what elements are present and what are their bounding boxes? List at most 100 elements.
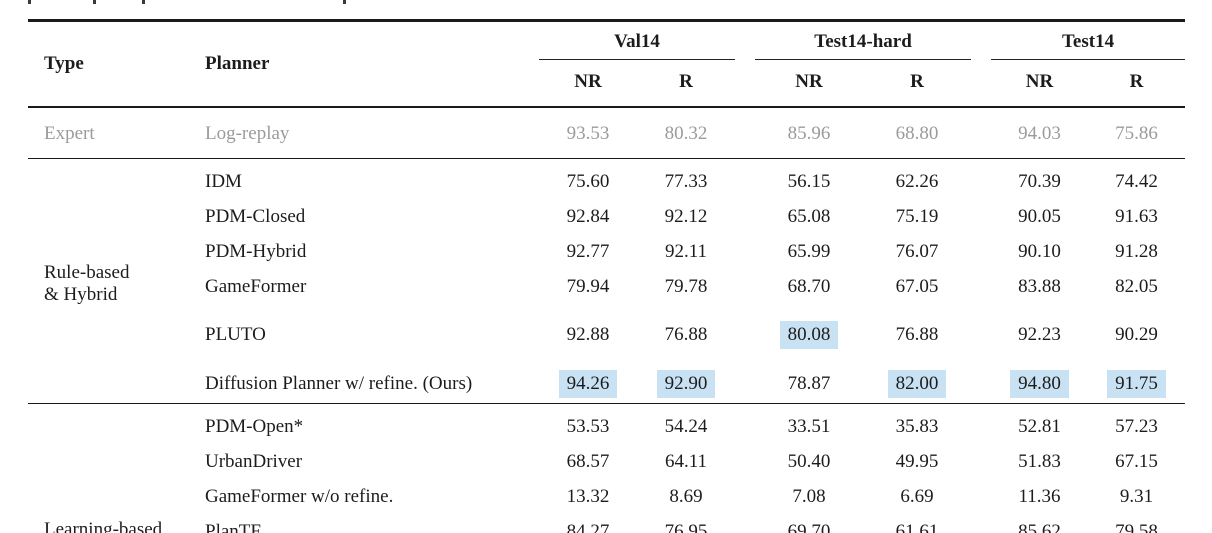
- col-group-test14-hard: Test14-hard: [755, 20, 972, 60]
- column-gap: [971, 479, 991, 514]
- metric-cell: 92.11: [637, 235, 735, 270]
- subcolumn-header-row: NR R NR R NR R: [28, 60, 1185, 108]
- metric-cell: 35.83: [863, 403, 971, 444]
- metric-value: 92.84: [566, 206, 610, 227]
- row-planner-label: IDM: [205, 171, 242, 192]
- metric-value-highlighted: 91.75: [1107, 369, 1166, 398]
- metric-cell: 57.23: [1088, 403, 1185, 444]
- metric-value: 8.69: [669, 485, 703, 507]
- metric-value: 75.86: [1115, 123, 1158, 144]
- column-gap: [735, 21, 755, 108]
- metric-value: 76.07: [895, 241, 939, 262]
- metric-cell: 50.40: [755, 444, 863, 479]
- row-planner-label: GameFormer: [205, 276, 307, 297]
- column-gap: [735, 107, 755, 159]
- column-gap: [735, 444, 755, 479]
- row-planner-label: PDM-Closed: [205, 206, 306, 227]
- metric-cell: 93.53: [539, 107, 637, 159]
- column-gap: [971, 159, 991, 200]
- table-row: PLUTO 92.88 76.88 80.08 76.88 92.23 90.29: [28, 305, 1185, 354]
- table-row: Learning-based PDM-Open* 53.53 54.24 33.51 35…: [28, 403, 1185, 533]
- metric-cell: 53.53: [539, 403, 637, 444]
- metric-cell: 92.77: [539, 235, 637, 270]
- metric-value: 76.95: [664, 520, 708, 533]
- metric-cell: 94.26: [539, 354, 637, 404]
- subcol-test14-r: R: [1129, 71, 1144, 92]
- metric-value: 7.08: [792, 485, 826, 507]
- metric-value: 33.51: [787, 415, 831, 437]
- table-row-expert: Expert Log-replay 93.53 80.32 85.96 68.8…: [28, 107, 1185, 159]
- metric-cell: 92.23: [991, 305, 1088, 354]
- metric-cell: 79.58: [1088, 514, 1185, 533]
- metric-cell: 79.94: [539, 270, 637, 305]
- metric-cell: 92.88: [539, 305, 637, 354]
- row-planner-label: Diffusion Planner w/ refine. (Ours): [205, 372, 473, 394]
- column-gap: [971, 235, 991, 270]
- metric-value: 51.83: [1018, 450, 1061, 472]
- metric-value: 56.15: [787, 171, 831, 192]
- metric-value: 83.88: [1018, 276, 1061, 297]
- metric-value: 93.53: [566, 123, 610, 144]
- metric-cell: 94.03: [991, 107, 1088, 159]
- metric-cell: 75.60: [539, 159, 637, 200]
- col-group-val14: Val14: [539, 20, 736, 60]
- section-type-label: Rule-based & Hybrid: [44, 261, 130, 305]
- table-row: PDM-Closed 92.84 92.12 65.08 75.19 90.05 91.63: [28, 200, 1185, 235]
- column-gap: [971, 21, 991, 108]
- metric-cell: 80.32: [637, 107, 735, 159]
- metric-value: 92.77: [566, 241, 610, 262]
- metric-cell: 85.96: [755, 107, 863, 159]
- metric-cell: 65.99: [755, 235, 863, 270]
- metric-cell: 91.75: [1088, 354, 1185, 404]
- row-planner-label: PDM-Hybrid: [205, 241, 307, 262]
- metric-value: 11.36: [1018, 485, 1061, 507]
- column-gap: [971, 354, 991, 404]
- row-planner-label: PlanTF: [205, 520, 261, 533]
- rule-based-section: Rule-based & Hybrid IDM 75.60 77.33 56.15 62.…: [28, 158, 1186, 404]
- metric-value: 85.62: [1018, 520, 1061, 533]
- table-row: GameFormer 79.94 79.78 68.70 67.05 83.88 82.05: [28, 270, 1185, 305]
- metric-cell: 68.80: [863, 107, 971, 159]
- metric-cell: 68.57: [539, 444, 637, 479]
- metric-value: 68.70: [787, 276, 831, 297]
- metric-cell: 52.81: [991, 403, 1088, 444]
- metric-value: 65.08: [787, 206, 831, 227]
- metric-value: 80.32: [664, 123, 708, 144]
- metric-cell: 11.36: [991, 479, 1088, 514]
- subcol-val14-nr: NR: [574, 71, 602, 92]
- metric-cell: 90.29: [1088, 305, 1185, 354]
- metric-value: 76.88: [895, 323, 939, 345]
- subcol-val14-r: R: [679, 71, 693, 92]
- metric-cell: 94.80: [991, 354, 1088, 404]
- metric-cell: 9.31: [1088, 479, 1185, 514]
- metric-value: 91.28: [1115, 241, 1158, 262]
- metric-cell: 90.10: [991, 235, 1088, 270]
- metric-cell: 91.63: [1088, 200, 1185, 235]
- metric-value-highlighted: 94.26: [558, 369, 618, 398]
- row-planner-label: GameFormer w/o refine.: [205, 485, 394, 507]
- metric-value: 57.23: [1115, 415, 1158, 437]
- metric-value: 94.03: [1018, 123, 1061, 144]
- metric-value: 49.95: [895, 450, 939, 472]
- metric-cell: 91.28: [1088, 235, 1185, 270]
- metric-value: 13.32: [566, 485, 610, 507]
- expert-section: Expert Log-replay 93.53 80.32 85.96 68.8…: [28, 107, 1185, 159]
- metric-cell: 92.12: [637, 200, 735, 235]
- metric-cell: 92.90: [637, 354, 735, 404]
- metric-value-highlighted: 94.80: [1010, 369, 1069, 398]
- metric-value: 62.26: [895, 171, 939, 192]
- metric-value-highlighted: 80.08: [779, 320, 839, 349]
- column-gap: [735, 200, 755, 235]
- metric-value: 35.83: [895, 415, 939, 437]
- metric-cell: 6.69: [863, 479, 971, 514]
- metric-value: 90.10: [1018, 241, 1061, 262]
- metric-cell: 54.24: [637, 403, 735, 444]
- metric-value: 90.05: [1018, 206, 1061, 227]
- metric-value: 53.53: [566, 415, 610, 437]
- row-planner-label: UrbanDriver: [205, 450, 303, 472]
- metric-cell: 77.33: [637, 159, 735, 200]
- metric-value: 92.23: [1018, 323, 1061, 345]
- metric-cell: 61.61: [863, 514, 971, 533]
- metric-cell: 13.32: [539, 479, 637, 514]
- table-row: GameFormer w/o refine. 13.32 8.69 7.08 6.69 1…: [28, 479, 1185, 514]
